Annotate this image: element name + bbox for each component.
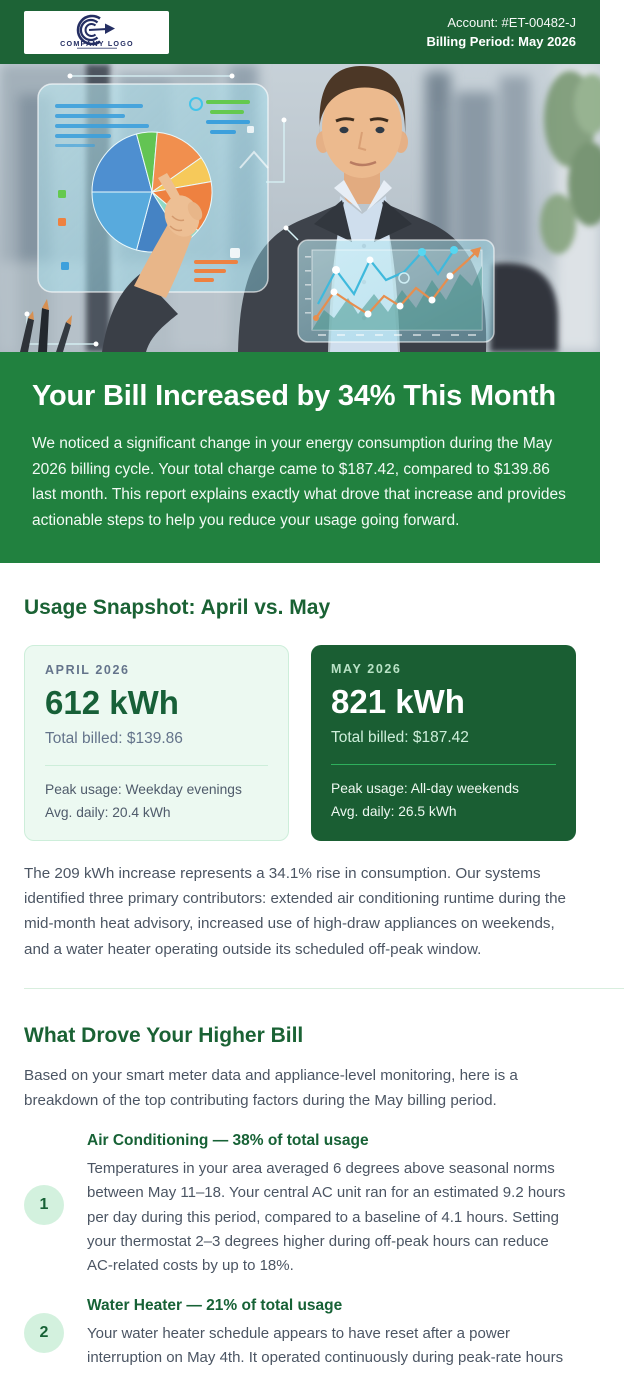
pointing-arm	[102, 173, 203, 352]
office-plant	[540, 71, 600, 254]
card-month-label: APRIL 2026	[45, 663, 130, 677]
panel-text-lines-blue	[55, 104, 149, 147]
intro-body: We noticed a significant change in your …	[32, 435, 566, 529]
section-divider	[24, 987, 624, 989]
snapshot-body: The 209 kWh increase represents a 34.1% …	[24, 865, 566, 958]
driver-number-badge: 2	[24, 1313, 64, 1354]
logo-tagline-line	[76, 47, 117, 49]
billing-email: COMPANY LOGO Account: #ET-00482-J Billin…	[0, 0, 624, 1371]
drivers-heading: What Drove Your Higher Bill	[24, 1023, 304, 1047]
shirt-collar-right	[366, 180, 392, 212]
area-series	[312, 266, 482, 330]
desk-pencils	[20, 299, 72, 352]
shirt-collar-left	[334, 180, 362, 212]
header-meta: Account: #ET-00482-J Billing Period: May…	[426, 13, 576, 51]
card-billed-value: Total billed: $139.86	[45, 730, 183, 747]
lapel-right	[374, 200, 412, 242]
suit-sleeve	[102, 274, 178, 352]
panel-marker-squares	[58, 126, 254, 270]
company-logo-emblem: COMPANY LOGO	[60, 14, 134, 49]
card-month-label: MAY 2026	[331, 662, 402, 676]
driver-content: Air Conditioning — 38% of total usage Te…	[87, 1131, 576, 1278]
panel-text-lines-orange	[194, 260, 238, 282]
lapel-left	[314, 200, 352, 242]
company-logo-text: COMPANY LOGO	[60, 39, 134, 48]
card-billed-value: Total billed: $187.42	[331, 729, 469, 746]
driver-title: Water Heater — 21% of total usage	[87, 1297, 343, 1315]
card-divider	[45, 765, 268, 766]
axis-ticks	[305, 256, 476, 336]
driver-content: Water Heater — 21% of total usage Your w…	[87, 1296, 576, 1370]
billing-period: Billing Period: May 2026	[426, 34, 576, 49]
card-peak-usage: Peak usage: Weekday evenings	[45, 782, 242, 797]
intro-title: Your Bill Increased by 34% This Month	[32, 380, 556, 412]
may-usage-card: MAY 2026 821 kWh Total billed: $187.42 P…	[311, 645, 576, 841]
driver-title: Air Conditioning — 38% of total usage	[87, 1132, 369, 1150]
hero-illustration	[0, 64, 600, 352]
header-bar: COMPANY LOGO Account: #ET-00482-J Billin…	[0, 0, 600, 64]
driver-item-air-conditioning: 1 Air Conditioning — 38% of total usage …	[24, 1131, 576, 1278]
account-number: Account: #ET-00482-J	[447, 15, 576, 30]
usage-snapshot-section: Usage Snapshot: April vs. May APRIL 2026…	[0, 595, 600, 962]
advisor-head	[322, 78, 402, 178]
company-logo: COMPANY LOGO	[24, 10, 169, 54]
hero-illustration-svg	[0, 64, 600, 352]
driver-body: Your water heater schedule appears to ha…	[87, 1325, 564, 1367]
advisor-hair	[319, 66, 406, 136]
driver-item-water-heater: 2 Water Heater — 21% of total usage Your…	[24, 1296, 576, 1370]
panel-ring-marker	[189, 97, 203, 111]
pie-chart	[91, 131, 213, 253]
card-kwh-value: 821 kWh	[331, 683, 465, 720]
card-peak-usage: Peak usage: All-day weekends	[331, 781, 519, 796]
trend-arrowhead	[470, 247, 481, 258]
drivers-section: What Drove Your Higher Bill Based on you…	[0, 1023, 600, 1371]
intro-banner: Your Bill Increased by 34% This Month We…	[0, 352, 600, 563]
card-avg-daily: Avg. daily: 20.4 kWh	[45, 805, 171, 820]
pointing-finger	[158, 173, 181, 204]
orange-line-series	[315, 259, 469, 319]
connector-dots	[24, 73, 287, 347]
card-avg-daily: Avg. daily: 26.5 kWh	[331, 804, 457, 819]
driver-body: Temperatures in your area averaged 6 deg…	[87, 1160, 566, 1275]
card-divider	[331, 764, 556, 765]
chair-back	[490, 263, 558, 352]
snapshot-cards: APRIL 2026 612 kWh Total billed: $139.86…	[24, 645, 576, 841]
april-usage-card: APRIL 2026 612 kWh Total billed: $139.86…	[24, 645, 289, 841]
holo-line-panel	[283, 225, 495, 343]
teal-line-series	[317, 249, 455, 305]
drivers-intro: Based on your smart meter data and appli…	[24, 1066, 518, 1110]
driver-number-badge: 1	[24, 1184, 64, 1225]
snapshot-heading: Usage Snapshot: April vs. May	[24, 596, 331, 619]
line-dots	[313, 246, 458, 321]
card-kwh-value: 612 kWh	[45, 684, 179, 721]
panel-legend-lines	[206, 100, 250, 134]
